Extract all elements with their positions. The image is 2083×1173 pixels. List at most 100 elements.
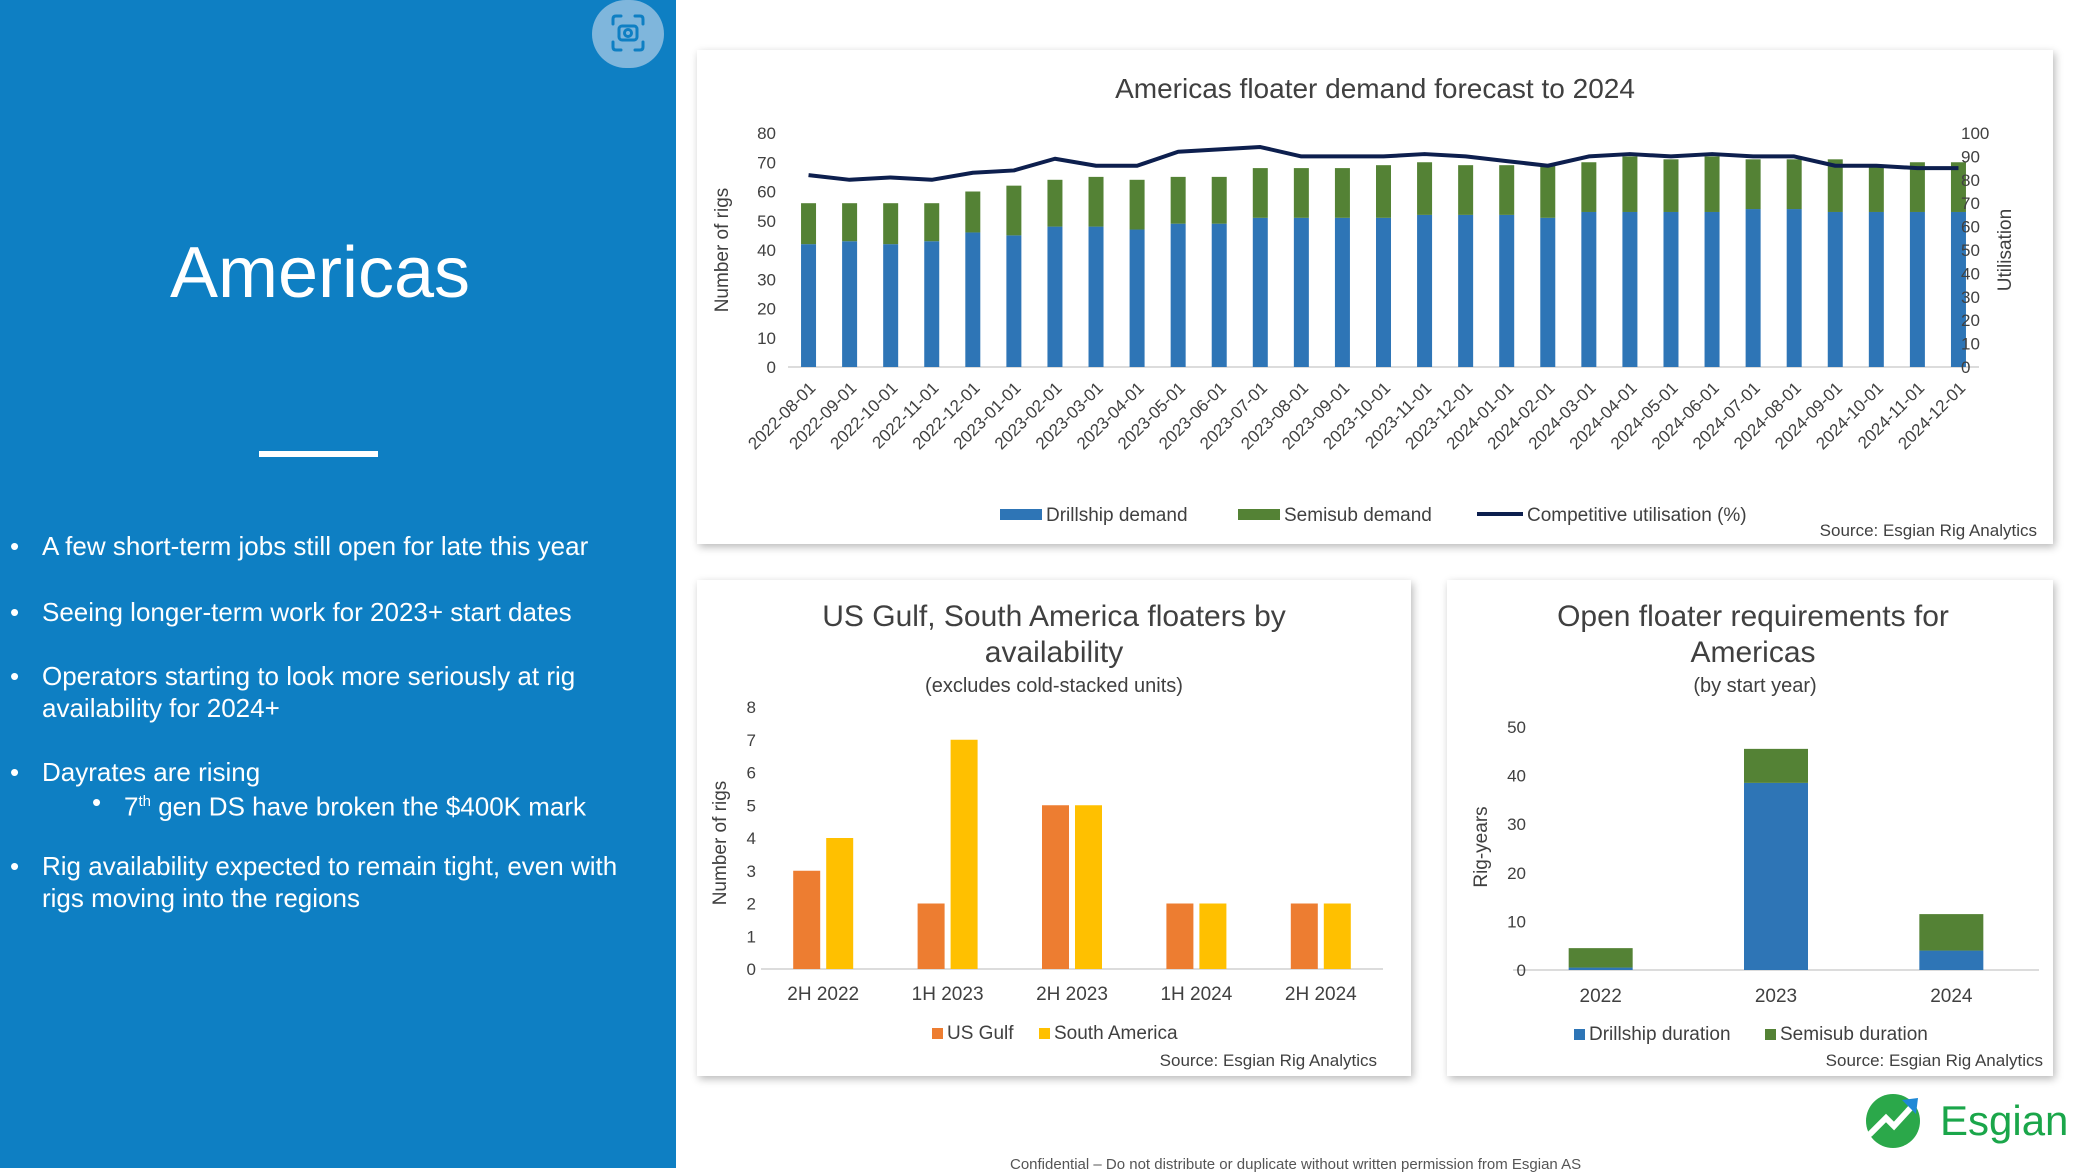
semisub-bar: [1950, 162, 1966, 212]
y-tick-label: 7: [747, 731, 756, 750]
drillship-bar: [1088, 226, 1104, 367]
chart-subtitle: (excludes cold-stacked units): [925, 675, 1183, 697]
drillship-bar: [1458, 214, 1474, 367]
legend-label: Competitive utilisation (%): [1527, 505, 1747, 526]
bullet-text: Operators starting to look more seriousl…: [42, 661, 576, 723]
semisub-bar: [1293, 168, 1309, 218]
drillship-bar: [1499, 214, 1515, 367]
drillship-bar: [1293, 217, 1309, 367]
semisub-bar: [1458, 165, 1474, 215]
legend-swatch: [1039, 1028, 1050, 1039]
y-tick-label: 20: [1507, 864, 1526, 883]
drillship-bar: [1129, 229, 1145, 367]
drillship-duration-bar: [1744, 782, 1808, 970]
y-tick-label: 3: [747, 862, 756, 881]
y-tick-label: 6: [747, 764, 756, 783]
esgian-logo: Esgian: [1858, 1086, 2078, 1161]
requirements-card: Open floater requirements for Americas (…: [1447, 580, 2053, 1076]
sub-bullet-text: gen DS have broken the $400K mark: [150, 791, 587, 822]
drillship-bar: [924, 241, 940, 367]
semisub-bar: [1334, 168, 1350, 218]
south-america-bar: [1075, 805, 1102, 969]
y2-tick-label: 90: [1961, 147, 1980, 166]
y-tick-label: 80: [757, 124, 776, 143]
chart-title-line-2: Americas: [1690, 636, 1815, 669]
y2-tick-label: 80: [1961, 171, 1980, 190]
chart-title: Americas floater demand forecast to 2024: [1115, 73, 1635, 104]
y2-tick-label: 40: [1961, 264, 1980, 283]
y-tick-label: 30: [1507, 815, 1526, 834]
south-america-bar: [1323, 903, 1351, 969]
semisub-bar: [1417, 162, 1433, 215]
y2-tick-label: 0: [1961, 358, 1970, 377]
y-tick-label: 10: [1507, 912, 1526, 931]
semisub-bar: [1376, 165, 1391, 218]
screenshot-button[interactable]: [592, 0, 664, 68]
legend-swatch: [1000, 509, 1042, 520]
sub-bullet-superscript: th: [138, 793, 151, 810]
legend-label: Semisub duration: [1780, 1024, 1928, 1045]
drillship-bar: [1417, 214, 1433, 367]
drillship-bar: [1704, 211, 1720, 367]
y-tick-label: 40: [757, 241, 776, 260]
semisub-duration-bar: [1744, 748, 1808, 783]
legend-swatch: [932, 1028, 943, 1039]
legend-label: Semisub demand: [1284, 505, 1432, 526]
drillship-bar: [1540, 217, 1556, 367]
bullet-text: Rig availability expected to remain tigh…: [42, 851, 618, 913]
legend-label: US Gulf: [947, 1023, 1014, 1044]
semisub-bar: [1129, 179, 1145, 230]
semisub-bar: [1006, 185, 1022, 236]
y-tick-label: 0: [767, 358, 776, 377]
bullet-item: • Operators starting to look more serious…: [10, 661, 576, 723]
drillship-bar: [1663, 211, 1679, 367]
semisub-bar: [1170, 176, 1186, 224]
drillship-bar: [842, 241, 858, 367]
legend-label: Drillship duration: [1589, 1024, 1731, 1045]
drillship-bar: [883, 244, 899, 367]
drillship-bar: [1745, 209, 1761, 367]
semisub-bar: [1211, 176, 1227, 224]
drillship-duration-bar: [1919, 950, 1984, 970]
demand-forecast-chart: Americas floater demand forecast to 2024…: [712, 73, 2037, 540]
y-axis-label: Rig-years: [1471, 806, 1492, 887]
y-tick-label: 10: [757, 329, 776, 348]
drillship-bar: [1334, 217, 1350, 367]
x-tick-label: 2024: [1930, 986, 1973, 1007]
semisub-bar: [1540, 165, 1556, 218]
drillship-bar: [1376, 217, 1391, 367]
x-tick-label: 2022: [1580, 986, 1622, 1007]
demand-forecast-card: Americas floater demand forecast to 2024…: [697, 50, 2053, 544]
y-tick-label: 4: [747, 829, 756, 848]
y2-axis-label: Utilisation: [1995, 209, 2016, 291]
semisub-bar: [924, 203, 940, 242]
chart-title-line-1: US Gulf, South America floaters by: [822, 600, 1286, 633]
drillship-bar: [1170, 223, 1186, 367]
y2-tick-label: 10: [1961, 335, 1980, 354]
semisub-bar: [801, 203, 817, 245]
logo-text: Esgian: [1940, 1097, 2068, 1144]
bullet-text: Seeing longer-term work for 2023+ start …: [42, 597, 572, 627]
title-divider: [259, 451, 378, 457]
y-tick-label: 0: [747, 960, 756, 979]
semisub-bar: [1745, 159, 1761, 210]
y-tick-label: 8: [747, 698, 756, 717]
utilisation-line: [808, 145, 1959, 182]
drillship-bar: [965, 232, 981, 367]
drillship-bar: [1252, 217, 1268, 367]
x-tick-label: 1H 2023: [912, 984, 984, 1005]
semisub-bar: [1047, 179, 1063, 227]
legend-label: Drillship demand: [1046, 505, 1188, 526]
semisub-bar: [1622, 156, 1638, 212]
south-america-bar: [950, 739, 978, 969]
semisub-bar: [1663, 159, 1679, 212]
semisub-bar: [1252, 168, 1268, 218]
y-axis-label: Number of rigs: [710, 781, 731, 906]
drillship-bar: [801, 244, 817, 367]
legend-swatch: [1765, 1029, 1776, 1040]
availability-chart: US Gulf, South America floaters by avail…: [710, 600, 1383, 1070]
chart-title-line-1: Open floater requirements for: [1557, 600, 1949, 633]
y-tick-label: 70: [757, 153, 776, 172]
y-tick-label: 40: [1507, 767, 1526, 786]
us-gulf-bar: [793, 870, 821, 969]
